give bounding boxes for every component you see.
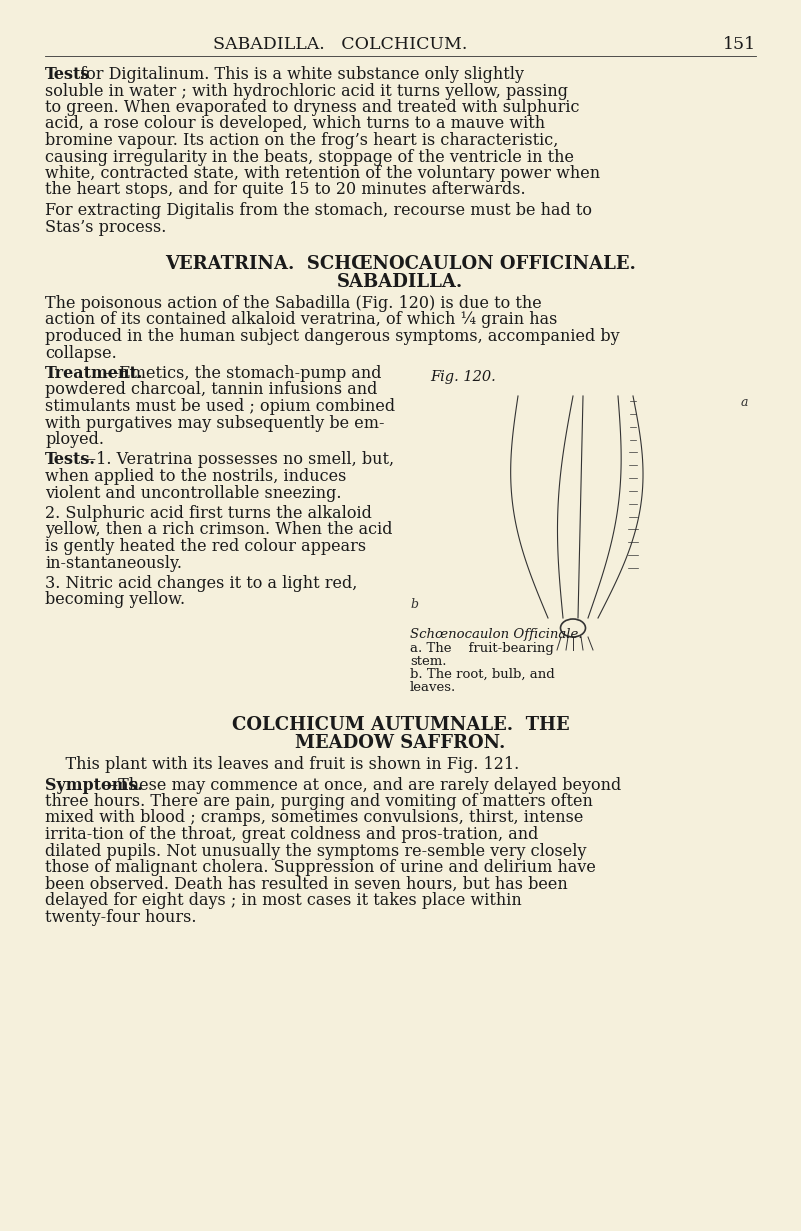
Text: mixed with blood ; cramps, sometimes convulsions, thirst, intense: mixed with blood ; cramps, sometimes con…: [45, 810, 583, 826]
Text: This plant with its leaves and fruit is shown in Fig. 121.: This plant with its leaves and fruit is …: [45, 756, 519, 773]
Text: those of malignant cholera. Suppression of urine and delirium have: those of malignant cholera. Suppression …: [45, 859, 596, 876]
Text: —Emetics, the stomach-pump and: —Emetics, the stomach-pump and: [103, 366, 381, 382]
Text: —1. Veratrina possesses no smell, but,: —1. Veratrina possesses no smell, but,: [80, 452, 394, 469]
Text: the heart stops, and for quite 15 to 20 minutes afterwards.: the heart stops, and for quite 15 to 20 …: [45, 181, 525, 198]
Text: irrita-tion of the throat, great coldness and pros-tration, and: irrita-tion of the throat, great coldnes…: [45, 826, 538, 843]
Text: violent and uncontrollable sneezing.: violent and uncontrollable sneezing.: [45, 485, 341, 501]
Text: in-stantaneously.: in-stantaneously.: [45, 554, 182, 571]
Text: produced in the human subject dangerous symptoms, accompanied by: produced in the human subject dangerous …: [45, 327, 620, 345]
Text: SABADILLA.   COLCHICUM.: SABADILLA. COLCHICUM.: [213, 36, 468, 53]
Text: Tests.: Tests.: [45, 452, 96, 469]
Text: collapse.: collapse.: [45, 345, 117, 362]
Text: to green. When evaporated to dryness and treated with sulphuric: to green. When evaporated to dryness and…: [45, 98, 579, 116]
Text: a. The    fruit-bearing: a. The fruit-bearing: [410, 643, 553, 655]
Text: —These may commence at once, and are rarely delayed beyond: —These may commence at once, and are rar…: [102, 777, 622, 794]
Text: powdered charcoal, tannin infusions and: powdered charcoal, tannin infusions and: [45, 382, 377, 399]
Text: bromine vapour. Its action on the frog’s heart is characteristic,: bromine vapour. Its action on the frog’s…: [45, 132, 558, 149]
Text: twenty-four hours.: twenty-four hours.: [45, 908, 196, 926]
Text: yellow, then a rich crimson. When the acid: yellow, then a rich crimson. When the ac…: [45, 522, 392, 538]
Text: delayed for eight days ; in most cases it takes place within: delayed for eight days ; in most cases i…: [45, 892, 521, 908]
Text: Stas’s process.: Stas’s process.: [45, 218, 167, 235]
Text: The poisonous action of the Sabadilla (Fig. 120) is due to the: The poisonous action of the Sabadilla (F…: [45, 295, 541, 311]
Text: action of its contained alkaloid veratrina, of which ¼ grain has: action of its contained alkaloid veratri…: [45, 311, 557, 329]
Text: when applied to the nostrils, induces: when applied to the nostrils, induces: [45, 468, 346, 485]
Text: VERATRINA.  SCHŒNOCAULON OFFICINALE.: VERATRINA. SCHŒNOCAULON OFFICINALE.: [165, 255, 636, 273]
Text: stem.: stem.: [410, 655, 446, 668]
Text: acid, a rose colour is developed, which turns to a mauve with: acid, a rose colour is developed, which …: [45, 116, 545, 133]
Text: b: b: [410, 598, 418, 611]
Text: SABADILLA.: SABADILLA.: [337, 273, 464, 291]
Text: dilated pupils. Not unusually the symptoms re-semble very closely: dilated pupils. Not unusually the sympto…: [45, 842, 586, 859]
Text: stimulants must be used ; opium combined: stimulants must be used ; opium combined: [45, 398, 395, 415]
Text: causing irregularity in the beats, stoppage of the ventricle in the: causing irregularity in the beats, stopp…: [45, 149, 574, 165]
Text: Treatment.: Treatment.: [45, 366, 143, 382]
Text: b. The root, bulb, and: b. The root, bulb, and: [410, 668, 555, 681]
Text: white, contracted state, with retention of the voluntary power when: white, contracted state, with retention …: [45, 165, 600, 182]
Text: is gently heated the red colour appears: is gently heated the red colour appears: [45, 538, 366, 555]
Text: ployed.: ployed.: [45, 431, 104, 448]
Text: 2. Sulphuric acid first turns the alkaloid: 2. Sulphuric acid first turns the alkalo…: [45, 505, 372, 522]
Text: Fig. 120.: Fig. 120.: [430, 371, 496, 384]
Text: becoming yellow.: becoming yellow.: [45, 592, 185, 608]
Text: soluble in water ; with hydrochloric acid it turns yellow, passing: soluble in water ; with hydrochloric aci…: [45, 82, 568, 100]
Text: Schœnocaulon Officinale.: Schœnocaulon Officinale.: [410, 628, 582, 641]
Text: 151: 151: [723, 36, 756, 53]
Text: 3. Nitric acid changes it to a light red,: 3. Nitric acid changes it to a light red…: [45, 575, 357, 592]
Text: been observed. Death has resulted in seven hours, but has been: been observed. Death has resulted in sev…: [45, 875, 568, 892]
Text: Symptoms.: Symptoms.: [45, 777, 143, 794]
Text: for Digitalinum. This is a white substance only slightly: for Digitalinum. This is a white substan…: [75, 66, 524, 82]
Text: leaves.: leaves.: [410, 681, 457, 694]
Text: For extracting Digitalis from the stomach, recourse must be had to: For extracting Digitalis from the stomac…: [45, 202, 592, 219]
Text: Tests: Tests: [45, 66, 91, 82]
Text: with purgatives may subsequently be em-: with purgatives may subsequently be em-: [45, 415, 384, 432]
Text: COLCHICUM AUTUMNALE.  THE: COLCHICUM AUTUMNALE. THE: [231, 716, 570, 734]
Text: MEADOW SAFFRON.: MEADOW SAFFRON.: [296, 734, 505, 752]
Text: a: a: [741, 396, 748, 409]
Text: three hours. There are pain, purging and vomiting of matters often: three hours. There are pain, purging and…: [45, 793, 593, 810]
